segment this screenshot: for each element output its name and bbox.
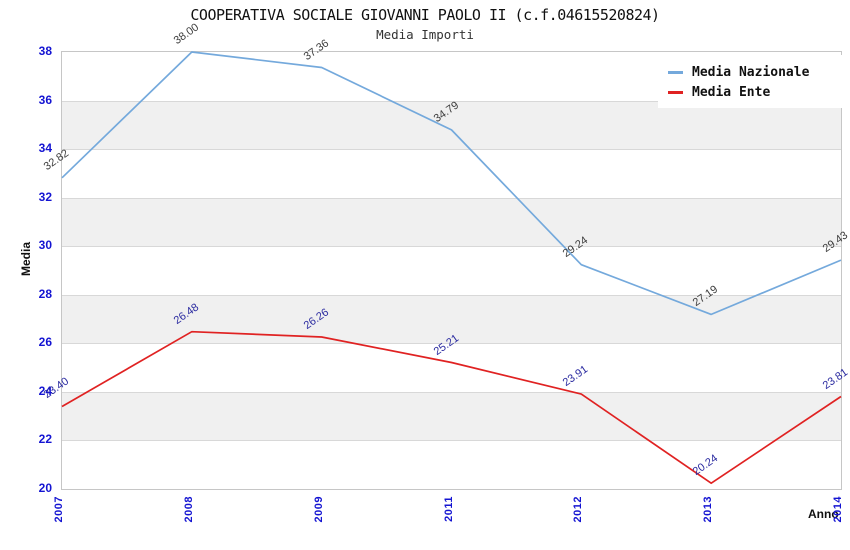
x-tick-label: 2011 [442,496,455,522]
y-tick-label: 28 [38,286,52,301]
series-lines [61,51,842,485]
legend-label: Media Ente [692,84,771,100]
y-tick-label: 38 [38,44,52,58]
y-tick-label: 32 [38,189,52,204]
gridline [62,294,841,296]
legend-item: Media Nazionale [668,62,850,82]
legend-item: Media Ente [668,82,850,102]
legend-marker-icon [668,70,683,74]
plot-band [62,197,841,247]
legend-marker-icon [668,90,683,94]
y-tick-label: 20 [38,481,52,495]
chart-subtitle: Media Importi [376,27,474,42]
y-tick-label: 26 [38,335,52,350]
gridline [62,246,841,248]
y-tick-label: 34 [38,141,52,156]
plot-band [62,294,841,344]
x-tick-label: 2012 [572,496,585,523]
y-tick-label: 36 [38,92,52,107]
gridline [62,391,841,393]
y-tick-label: 24 [38,383,52,398]
x-tick-label: 2013 [702,496,715,523]
plot-band [62,100,841,150]
y-tick-label: 22 [38,432,52,447]
series-line-media-ente [61,330,842,485]
x-axis-title: Anno [808,507,839,521]
gridline [62,440,841,442]
legend: Media Nazionale Media Ente [658,55,850,108]
x-tick-label: 2008 [182,496,195,523]
legend-label: Media Nazionale [692,64,810,80]
gridline [62,100,841,102]
x-tick-label: 2009 [312,496,325,523]
chart-title: COOPERATIVA SOCIALE GIOVANNI PAOLO II (c… [190,6,660,24]
gridline [62,149,841,151]
x-tick-label: 2007 [53,496,65,523]
series-line-media-nazionale [61,51,842,316]
x-tick-label: 2014 [832,496,844,523]
gridline [62,197,841,199]
plot-area: 32.82 38.00 37.36 34.79 29.24 27.19 29.43 23.40… [42,21,850,490]
y-tick-label: 30 [38,238,52,253]
plot-band [62,391,841,441]
gridline [62,343,841,345]
